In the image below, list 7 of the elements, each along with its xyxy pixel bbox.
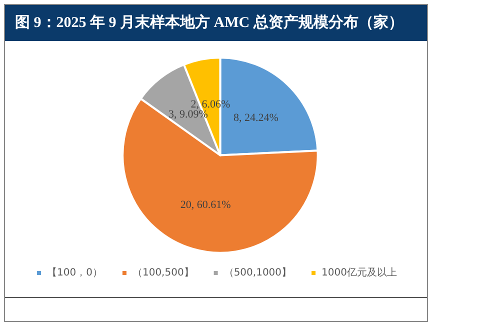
- legend-label: 【100，0）: [47, 266, 102, 278]
- legend-label: （500,1000】: [224, 266, 292, 278]
- data-label: 8, 24.24%: [234, 112, 278, 124]
- legend-label: 1000亿元及以上: [322, 266, 397, 278]
- data-label: 20, 60.61%: [180, 198, 231, 211]
- chart-title: 图 9：2025 年 9 月末样本地方 AMC 总资产规模分布（家）: [5, 5, 427, 41]
- legend-label: （100,500】: [132, 266, 194, 278]
